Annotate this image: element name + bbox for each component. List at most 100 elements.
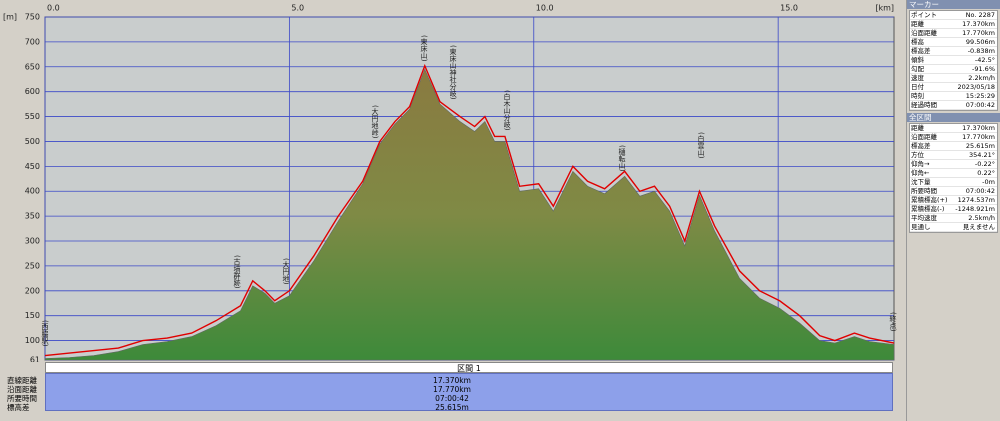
row-label: 沿面距離 [7,385,37,394]
property-row: 平均速度 2.5km/h [910,214,997,223]
property-label: 標高差 [911,47,931,55]
marks [44,63,895,361]
property-row: 沈下量 -0m [910,178,997,187]
property-label: 沿面距離 [911,29,937,37]
property-label: 所要時間 [911,187,937,195]
y-tick-label: 250 [25,261,40,270]
property-value: 17.770km [962,133,995,141]
y-tick-label: 300 [25,237,40,246]
section-row: 標高差 25.615m [7,403,893,412]
property-label: 日付 [911,83,924,91]
property-label: 仰角← [911,169,930,177]
property-value: -42.5° [974,56,995,64]
property-row: 距離 17.370km [910,124,997,133]
row-value: 17.770km [433,385,471,394]
property-value: 25.615m [965,142,995,150]
property-value: 17.370km [962,124,995,132]
property-value: 07:00:42 [965,187,995,195]
property-row: 標高差 -0.838m [910,47,997,56]
property-row: 日付 2023/05/18 [910,83,997,92]
property-label: 勾配 [911,65,924,73]
property-row: 累積標高(-) -1248.921m [910,205,997,214]
property-value: 2023/05/18 [957,83,995,91]
section-row: 直線距離 17.370km [7,376,893,385]
property-value: 07:00:42 [965,101,995,109]
y-tick-label: 450 [25,162,40,171]
property-label: ポイント [911,11,937,19]
property-row: 標高差 25.615m [910,142,997,151]
property-label: 見通し [911,223,931,231]
y-tick-label: 200 [25,286,40,295]
property-label: 傾斜 [911,56,924,64]
chart: [m] [km] 61 100 150 200 250 300 350 400 450 500 55… [3,4,897,363]
property-value: -91.6% [972,65,995,73]
section-body [45,373,893,411]
property-value: -0m [982,178,995,186]
property-row: 距離 17.370km [910,20,997,29]
y-tick-label: 100 [25,336,40,345]
section-panel: 区間 1 直線距離 17.370km 沿面距離 17.770km 所要時間 07:00:4… [7,362,893,412]
annotation: (東床山神社分岐) [449,45,457,100]
property-row: 標高 99.506m [910,38,997,47]
property-row: 経過時間 07:00:42 [910,101,997,110]
property-row: 勾配 -91.6% [910,65,997,74]
marker-title: マーカー [907,0,1000,9]
y-tick-label: 500 [25,137,40,146]
annotation: (大円地) [282,258,290,285]
y-tick-label: 750 [25,13,40,22]
annotation: (古墳群跡) [233,255,241,289]
section-row: 所要時間 07:00:42 [7,394,893,403]
x-tick-label: 5.0 [291,4,304,13]
row-label: 標高差 [7,403,30,412]
property-label: 距離 [911,20,924,28]
property-row: 沿面距離 17.770km [910,133,997,142]
row-label: 直線距離 [7,376,37,385]
total-title: 全区間 [907,113,1000,122]
annotation: (西脇駅) [41,320,49,347]
property-row: 時刻 15:25:29 [910,92,997,101]
section-title[interactable]: 区間 1 [45,362,893,373]
y-unit: [m] [3,13,17,22]
elevation-line [44,63,895,357]
annotation: (白雲山) [697,132,705,159]
marker-table: ポイント No. 2287 距離 17.370km 沿面距離 17.770km 標高 99.5… [909,10,998,111]
annotation: (大円地峠) [371,105,379,139]
property-row: ポイント No. 2287 [910,11,997,20]
section-row: 沿面距離 17.770km [7,385,893,394]
property-row: 累積標高(+) 1274.537m [910,196,997,205]
row-label: 所要時間 [7,394,37,403]
total-table: 距離 17.370km 沿面距離 17.770km 標高差 25.615m 方位 354.21… [909,123,998,233]
row-value: 17.370km [433,376,471,385]
row-value: 07:00:42 [435,394,469,403]
annotation: (白木山分岐) [503,90,511,131]
y-tick-label: 61 [30,356,40,363]
property-row: 見通し 見えません [910,223,997,232]
elevation-area [44,68,895,361]
property-value: -0.838m [967,47,995,55]
property-label: 時刻 [911,92,924,100]
y-tick-label: 600 [25,87,40,96]
property-row: 速度 2.2km/h [910,74,997,83]
property-value: 見えません [962,223,995,231]
property-row: 傾斜 -42.5° [910,56,997,65]
y-tick-label: 350 [25,212,40,221]
property-value: 99.506m [965,38,995,46]
property-value: -1248.921m [955,205,995,213]
annotation: (終点) [889,312,897,332]
y-tick-label: 400 [25,187,40,196]
row-value: 25.615m [435,403,469,412]
y-tick-label: 550 [25,112,40,121]
property-label: 方位 [911,151,924,159]
property-label: 仰角→ [911,160,930,168]
property-value: 17.770km [962,29,995,37]
annotation: (樋転山) [618,145,626,172]
property-row: 仰角← 0.22° [910,169,997,178]
property-value: 354.21° [969,151,995,159]
property-value: -0.22° [974,160,995,168]
side-panel: マーカー ポイント No. 2287 距離 17.370km 沿面距離 17.770km 標… [906,0,1000,421]
y-tick-label: 650 [25,62,40,71]
property-row: 沿面距離 17.770km [910,29,997,38]
property-label: 標高差 [911,142,931,150]
annotations: (西脇駅) (古墳群跡) (大円地) (大円地峠) (東床山) (東床山神社分岐) (白木山… [41,35,897,347]
